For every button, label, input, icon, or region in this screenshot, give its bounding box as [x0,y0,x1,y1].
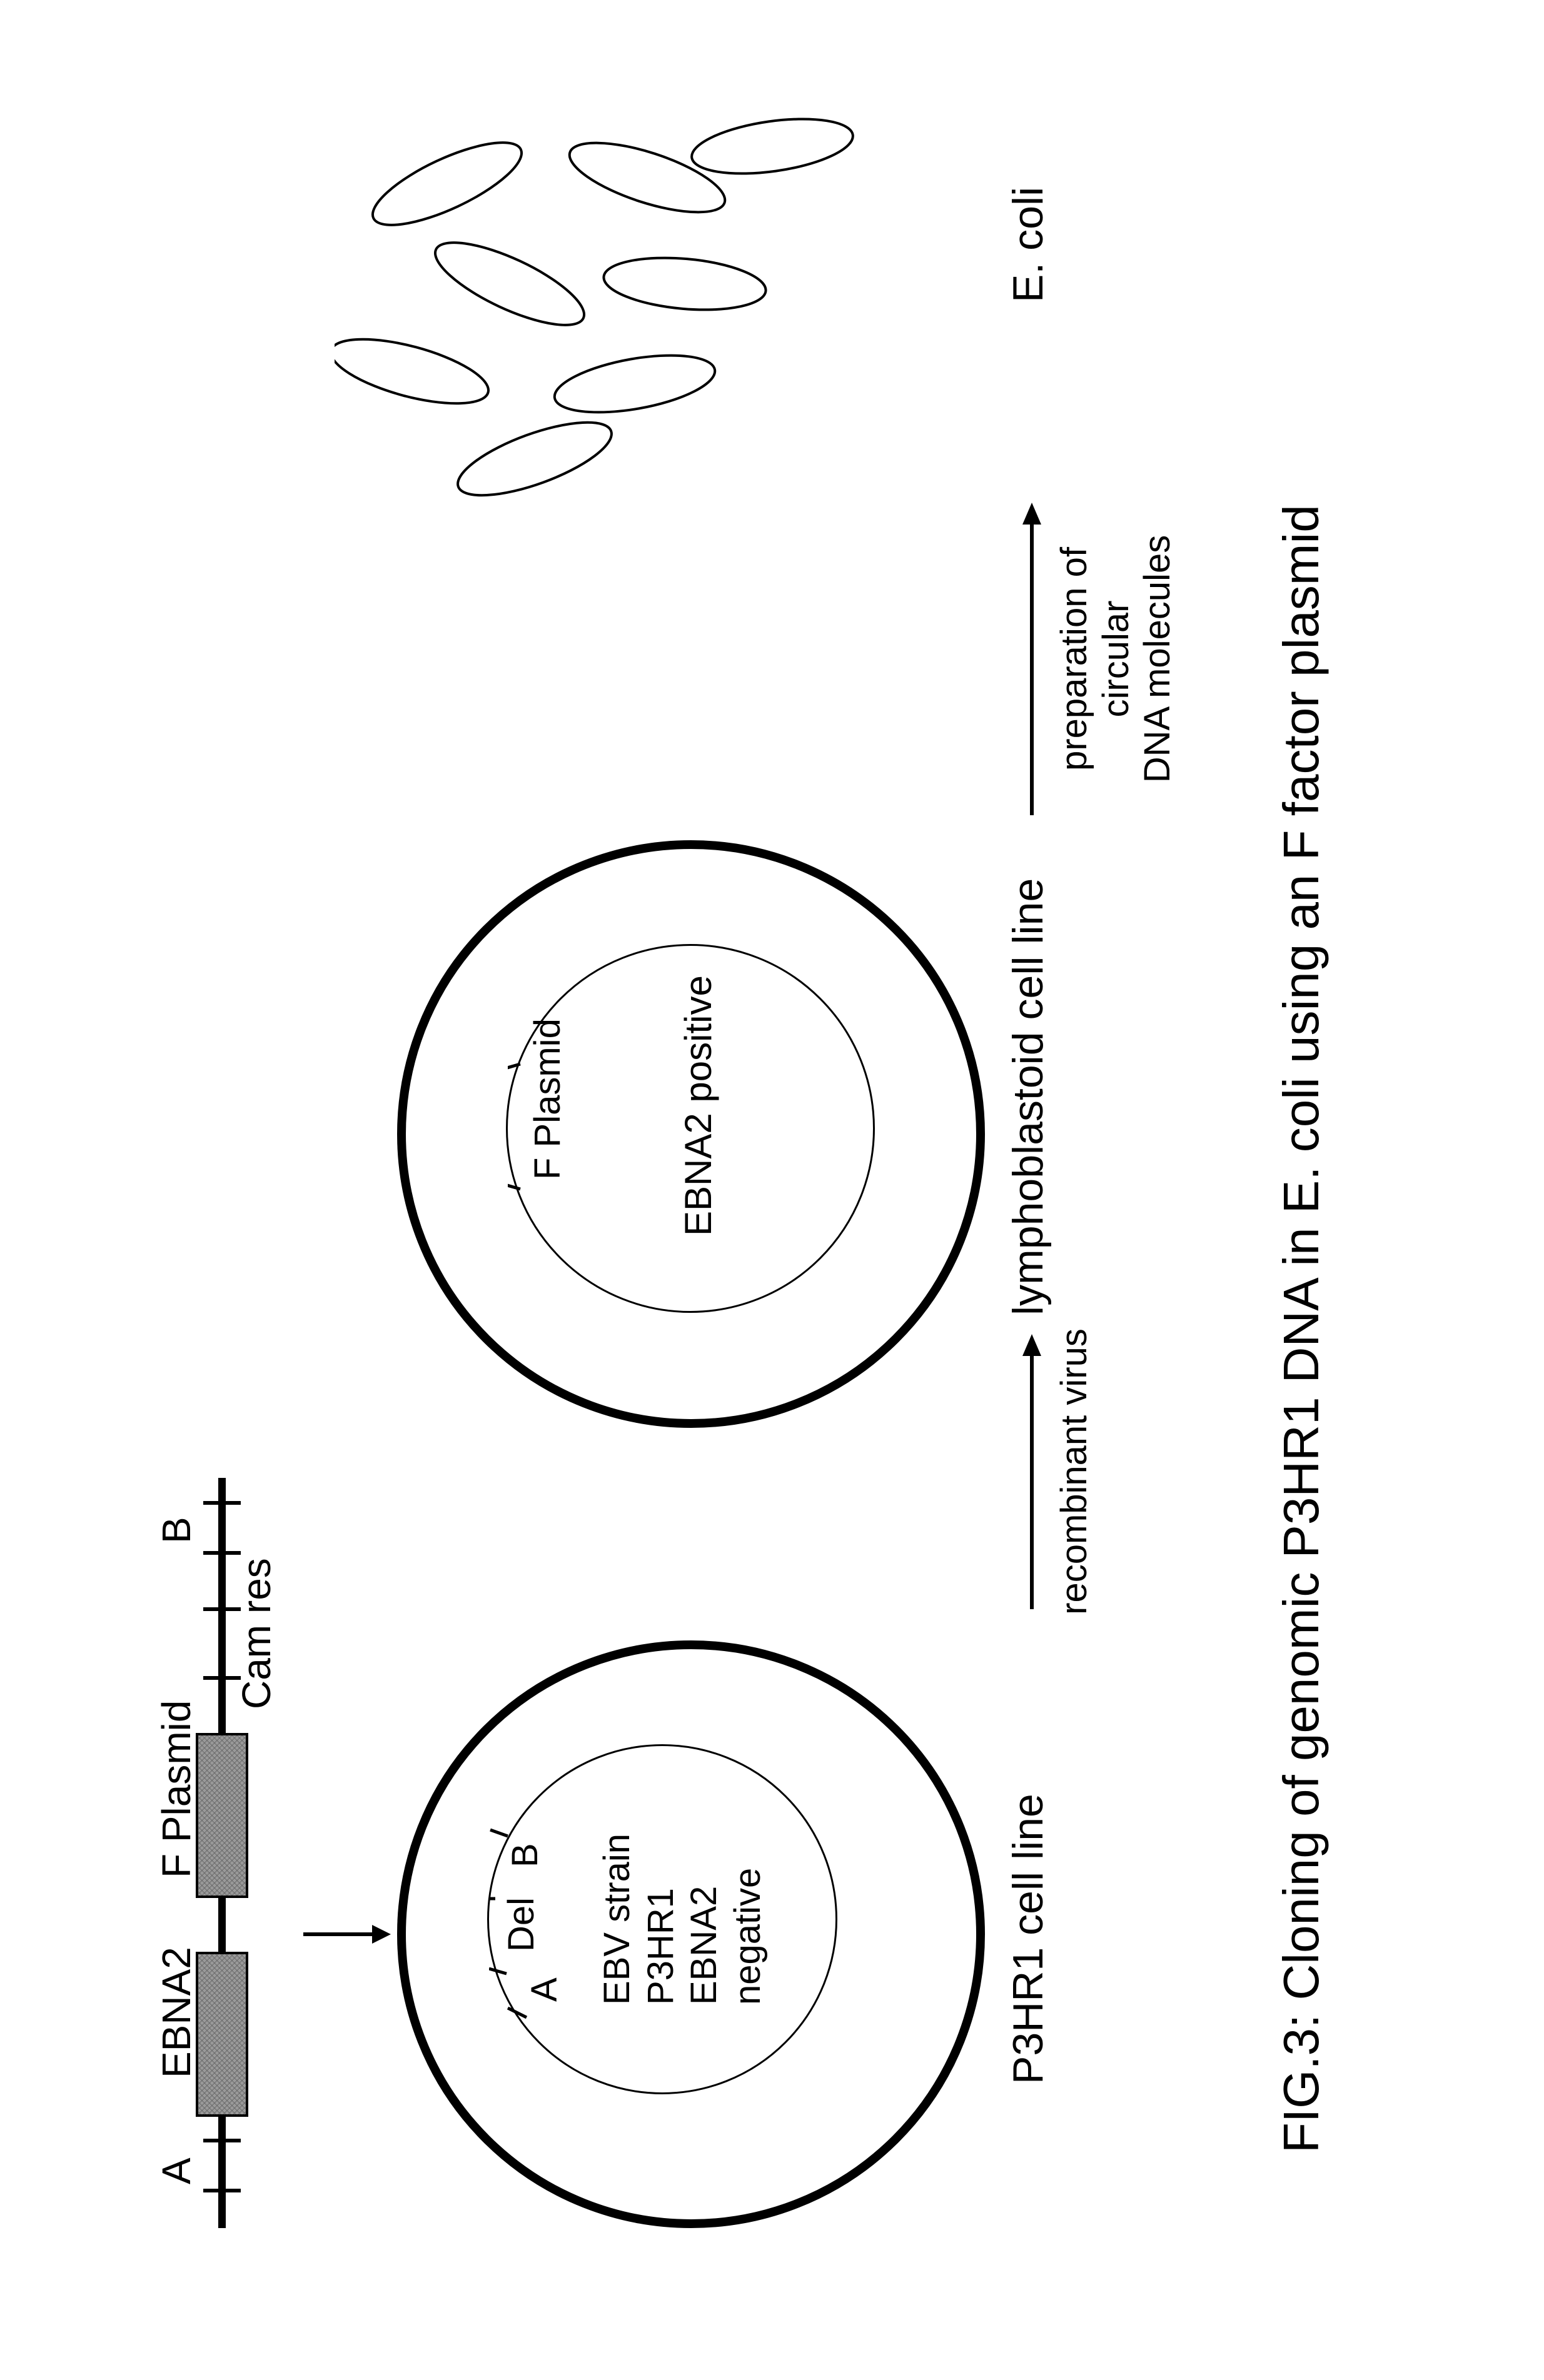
lympho-title: lymphoblastoid cell line [1004,878,1052,1315]
construct-label-a: A [153,2157,199,2184]
diagram-root: A EBNA2 F Plasmid Cam res B A Del [84,65,1460,2316]
ecoli-cell [602,251,768,315]
ecoli-svg [335,84,897,534]
recombinant-label: recombinant virus [1054,1328,1096,1615]
figure-caption: FIG.3: Cloning of genomic P3HR1 DNA in E… [1273,505,1330,2153]
ecoli-cell [425,226,593,340]
construct-label-ebna2: EBNA2 [153,1947,199,2078]
p3hr1-inner-plasmid: A Del B EBV strain P3HR1 EBNA2 negative [487,1744,837,2094]
construct-label-fplasmid: F Plasmid [153,1700,199,1878]
p3hr1-tick-b: B [504,1843,546,1867]
arrow-into-cell [297,1909,397,1959]
lymphoblastoid-cell: F Plasmid EBNA2 positive [397,840,985,1428]
p3hr1-cell: A Del B EBV strain P3HR1 EBNA2 negative [397,1640,985,2228]
ecoli-label: E. coli [1004,186,1052,302]
construct-label-b: B [153,1517,199,1544]
ecoli-cell [688,110,856,182]
ecoli-cell [550,345,719,423]
p3hr1-text-line2: P3HR1 [638,1834,682,2005]
ecoli-cell [335,326,495,416]
prep-label-line1: preparation of circular [1054,496,1137,821]
prep-label-line2: DNA molecules [1137,496,1179,821]
lympho-inner-text: EBNA2 positive [677,975,720,1236]
construct-label-cam: Cam res [233,1558,280,1709]
prep-label: preparation of circular DNA molecules [1054,496,1179,821]
fplasmid-box [197,1734,247,1897]
ebna2-box [197,1953,247,2116]
ecoli-cell [363,126,531,240]
p3hr1-text-line4: negative [725,1834,769,2005]
lympho-fplasmid-label: F Plasmid [527,1018,568,1180]
rotated-page: A EBNA2 F Plasmid Cam res B A Del [84,65,1460,2316]
p3hr1-tick-del: Del [500,1897,542,1951]
lympho-inner-plasmid: F Plasmid EBNA2 positive [506,944,875,1313]
ecoli-cluster [335,84,897,534]
arrow-recombinant: recombinant virus [1016,1328,1096,1615]
p3hr1-text-line3: EBNA2 [682,1834,726,2005]
p3hr1-text-line1: EBV strain [595,1834,639,2005]
arrow-prep: preparation of circular DNA molecules [1016,496,1179,821]
p3hr1-tick-a: A [523,1977,565,2002]
ecoli-cell [450,407,620,510]
plasmid-construct: A EBNA2 F Plasmid Cam res B [134,1478,297,2228]
p3hr1-inner-text: EBV strain P3HR1 EBNA2 negative [595,1834,769,2005]
p3hr1-title: P3HR1 cell line [1004,1794,1052,2084]
